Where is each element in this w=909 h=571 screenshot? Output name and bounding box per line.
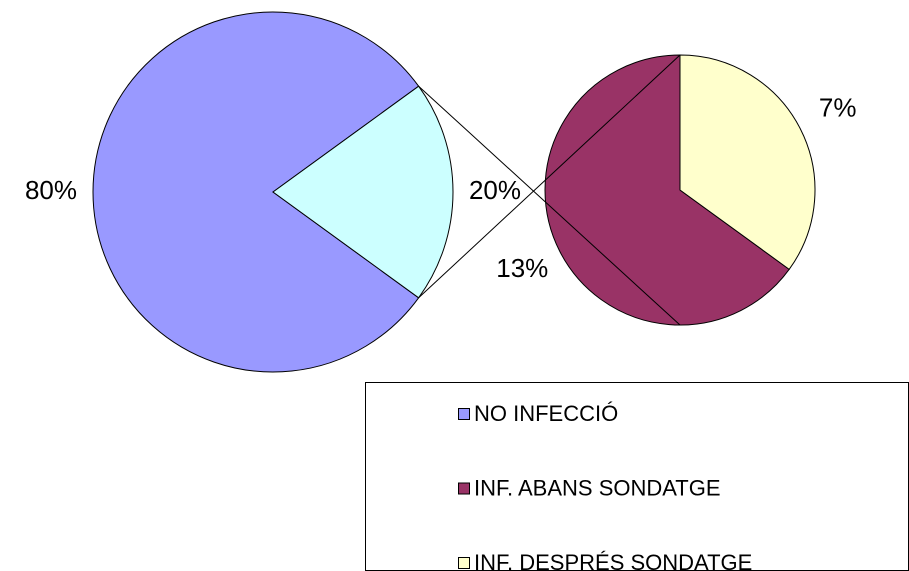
legend-box bbox=[365, 382, 909, 571]
pie-slice bbox=[679, 54, 816, 271]
data-label: 13% bbox=[496, 253, 548, 283]
connector-line bbox=[418, 54, 681, 299]
pie-slice bbox=[272, 85, 454, 299]
data-label: 20% bbox=[469, 175, 521, 205]
legend-swatch bbox=[458, 557, 470, 569]
data-label: 7% bbox=[819, 93, 857, 123]
legend-swatch bbox=[458, 482, 470, 495]
data-label: 80% bbox=[25, 175, 77, 205]
connector-line bbox=[418, 85, 681, 326]
legend-label: INF. ABANS SONDATGE bbox=[474, 475, 721, 500]
pie-slice bbox=[92, 11, 420, 373]
legend-swatch bbox=[458, 408, 470, 420]
legend-label: NO INFECCIÓ bbox=[474, 401, 618, 426]
legend-label: INF. DESPRÉS SONDATGE bbox=[474, 550, 752, 571]
